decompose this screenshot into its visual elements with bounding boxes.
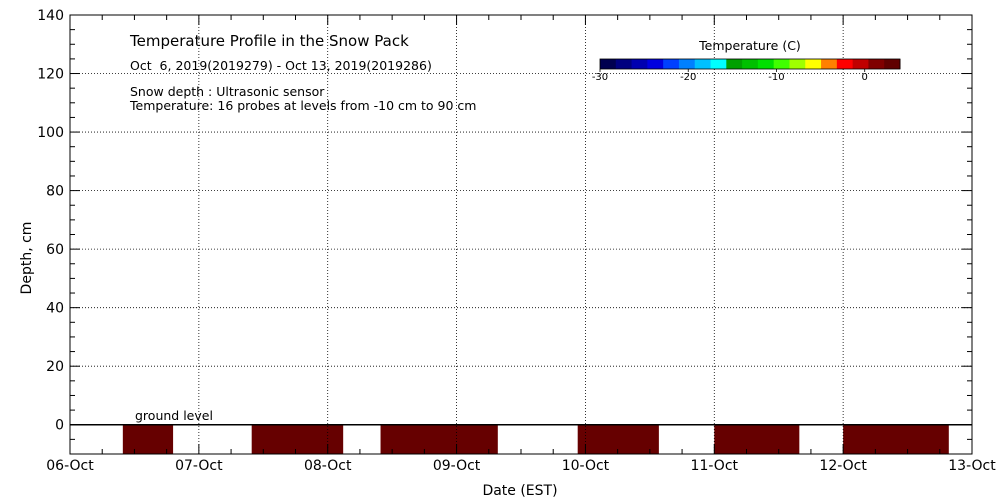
colorbar-swatch [773, 59, 790, 69]
colorbar-swatch [694, 59, 712, 69]
x-tick-label: 12-Oct [819, 458, 867, 474]
x-tick-label: 10-Oct [562, 458, 610, 474]
chart-subtitle: Oct 6, 2019(2019279) - Oct 13, 2019(2019… [130, 58, 432, 73]
colorbar-tick-label: 0 [862, 72, 868, 83]
chart-title: Temperature Profile in the Snow Pack [129, 32, 409, 50]
colorbar-swatch [615, 59, 633, 69]
y-tick-label: 20 [46, 359, 64, 375]
x-tick-label: 07-Oct [175, 458, 223, 474]
colorbar-frame [599, 58, 901, 70]
x-axis-label: Date (EST) [482, 483, 557, 499]
temperature-band-2 [380, 424, 498, 454]
annotation-temperature-probes: Temperature: 16 probes at levels from -1… [129, 98, 476, 113]
colorbar-swatch [710, 59, 727, 69]
temperature-band-4 [714, 424, 800, 454]
colorbar-swatch [757, 59, 775, 69]
colorbar-tick-label: -10 [768, 72, 784, 83]
x-tick-label: 11-Oct [691, 458, 739, 474]
x-tick-label: 08-Oct [304, 458, 352, 474]
temperature-bands [122, 424, 949, 454]
x-tick-label: 13-Oct [948, 458, 996, 474]
colorbar [599, 58, 901, 70]
axes-frame [69, 14, 973, 455]
temperature-band-3 [577, 424, 659, 454]
y-tick-label: 80 [46, 184, 64, 200]
colorbar-swatch [884, 59, 901, 69]
colorbar-tick-label: -20 [680, 72, 696, 83]
y-tick-label: 100 [37, 125, 64, 141]
colorbar-swatch [647, 59, 664, 69]
y-tick-label: 40 [46, 301, 64, 317]
y-tick-label: 0 [55, 418, 64, 434]
colorbar-swatch [868, 59, 885, 69]
x-tick-label: 09-Oct [433, 458, 481, 474]
y-tick-label: 140 [37, 8, 64, 24]
colorbar-swatch [631, 59, 648, 69]
colorbar-tick-label: -30 [592, 72, 608, 83]
annotation-ground-level: ground level [135, 408, 213, 423]
colorbar-swatch [742, 59, 759, 69]
x-tick-labels: 06-Oct 07-Oct 08-Oct 09-Oct 10-Oct 11-Oct 12-O… [46, 458, 996, 474]
colorbar-swatch [600, 59, 617, 69]
y-tick-label: 120 [37, 67, 64, 83]
plot-frame [69, 14, 973, 455]
y-tick-labels: 0 20 40 60 80 100 120 140 [37, 8, 64, 434]
colorbar-swatch [789, 59, 806, 69]
colorbar-swatch [852, 59, 869, 69]
colorbar-swatch [821, 59, 838, 69]
temperature-band-1 [251, 424, 344, 454]
colorbar-swatch [805, 59, 822, 69]
temperature-band-0 [122, 424, 174, 454]
annotation-snow-depth: Snow depth : Ultrasonic sensor [130, 84, 325, 99]
colorbar-tick-labels: -30 -20 -10 0 [592, 69, 868, 83]
y-tick-label: 60 [46, 242, 64, 258]
colorbar-swatch [678, 59, 696, 69]
grid-lines [70, 15, 972, 454]
temperature-band-5 [843, 424, 949, 454]
x-tick-label: 06-Oct [46, 458, 94, 474]
colorbar-swatch [836, 59, 854, 69]
colorbar-title: Temperature (C) [698, 38, 801, 53]
colorbar-swatch [663, 59, 680, 69]
colorbar-swatch [726, 59, 743, 69]
y-axis-label: Depth, cm [19, 222, 35, 295]
